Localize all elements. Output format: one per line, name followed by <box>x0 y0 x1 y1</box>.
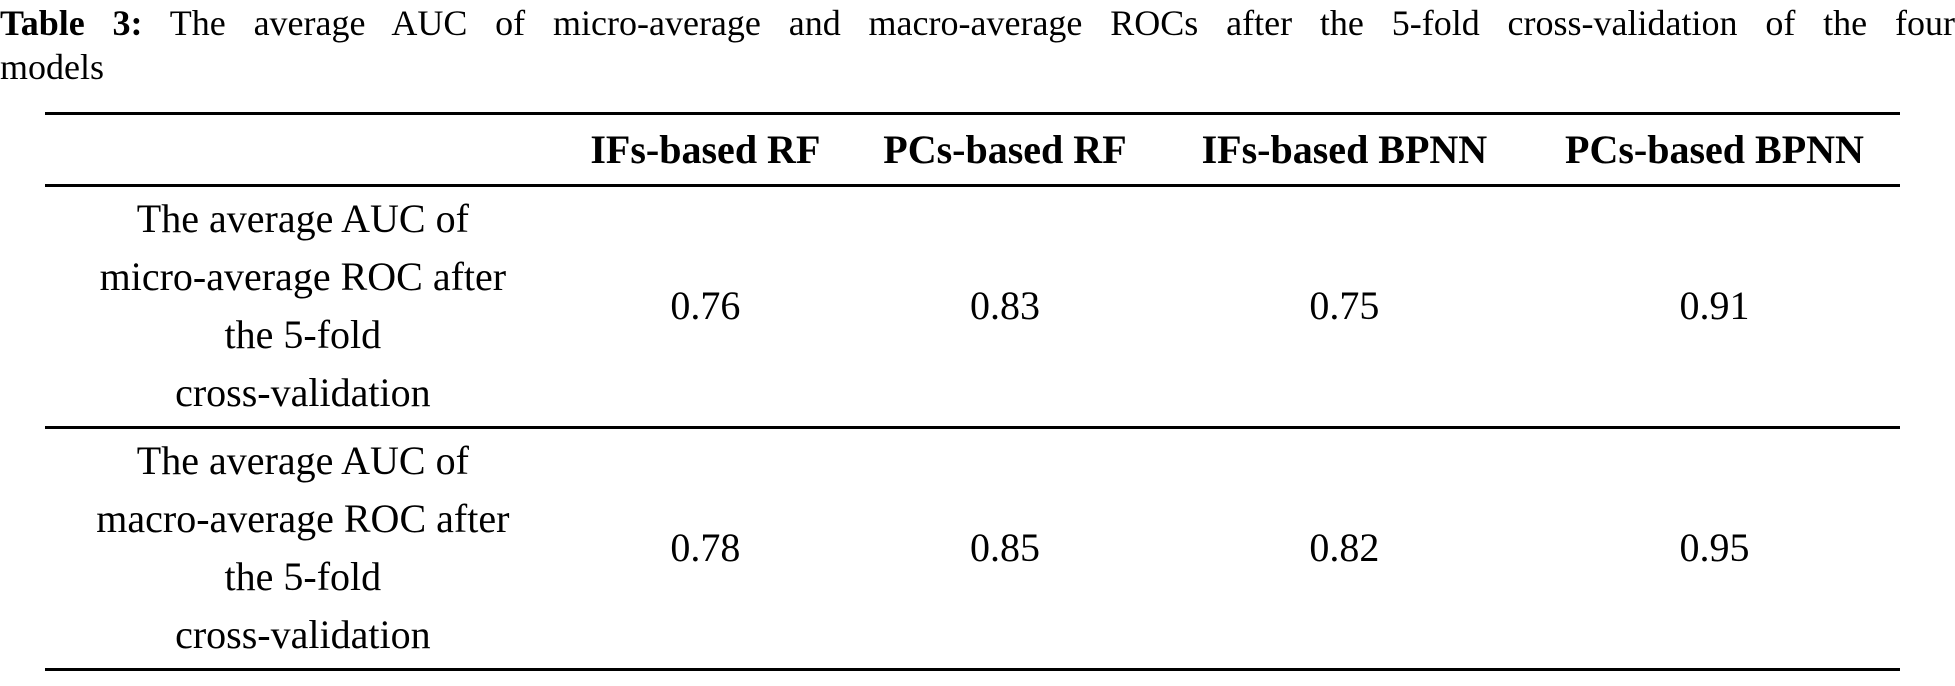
table-caption-label: Table 3: <box>0 3 143 43</box>
row-label-line: macro-average ROC after <box>96 496 510 542</box>
row-label-line: The average AUC of <box>136 196 469 242</box>
row-label-line: the 5-fold <box>224 312 382 358</box>
auc-value-micro-pcs-rf: 0.83 <box>969 283 1040 329</box>
row-label-line: The average AUC of <box>136 438 469 484</box>
table-row-micro-average: The average AUC of micro-average ROC aft… <box>45 185 1900 428</box>
column-header-empty <box>45 113 561 185</box>
row-label-line: cross-validation <box>175 612 431 658</box>
auc-value-macro-ifs-bpnn: 0.82 <box>1309 525 1380 571</box>
auc-value-micro-pcs-bpnn: 0.91 <box>1679 283 1750 329</box>
row-label-line: the 5-fold <box>224 554 382 600</box>
column-header-pcs-rf: PCs-based RF <box>883 126 1127 172</box>
table-caption: Table 3: The average AUC of micro-averag… <box>0 2 1955 90</box>
table-caption-text: The average AUC of micro-average and mac… <box>169 3 1955 43</box>
table-caption-line2: models <box>0 46 104 87</box>
auc-value-macro-pcs-rf: 0.85 <box>969 525 1040 571</box>
table-row-macro-average: The average AUC of macro-average ROC aft… <box>45 427 1900 670</box>
auc-value-micro-ifs-bpnn: 0.75 <box>1309 283 1380 329</box>
auc-results-table: IFs-based RF PCs-based RF IFs-based BPNN… <box>45 112 1900 671</box>
table-header-row: IFs-based RF PCs-based RF IFs-based BPNN… <box>45 113 1900 186</box>
table-caption-line1: Table 3: The average AUC of micro-averag… <box>0 2 1955 46</box>
row-label-micro-average: The average AUC of micro-average ROC aft… <box>45 185 561 427</box>
auc-value-macro-pcs-bpnn: 0.95 <box>1679 525 1750 571</box>
row-label-line: cross-validation <box>175 370 431 416</box>
row-label-line: micro-average ROC after <box>99 254 507 300</box>
auc-value-micro-ifs-rf: 0.76 <box>670 283 741 329</box>
auc-value-macro-ifs-rf: 0.78 <box>670 525 741 571</box>
column-header-ifs-rf: IFs-based RF <box>590 126 821 172</box>
column-header-ifs-bpnn: IFs-based BPNN <box>1201 126 1488 172</box>
column-header-pcs-bpnn: PCs-based BPNN <box>1565 126 1864 172</box>
row-label-macro-average: The average AUC of macro-average ROC aft… <box>45 427 561 669</box>
